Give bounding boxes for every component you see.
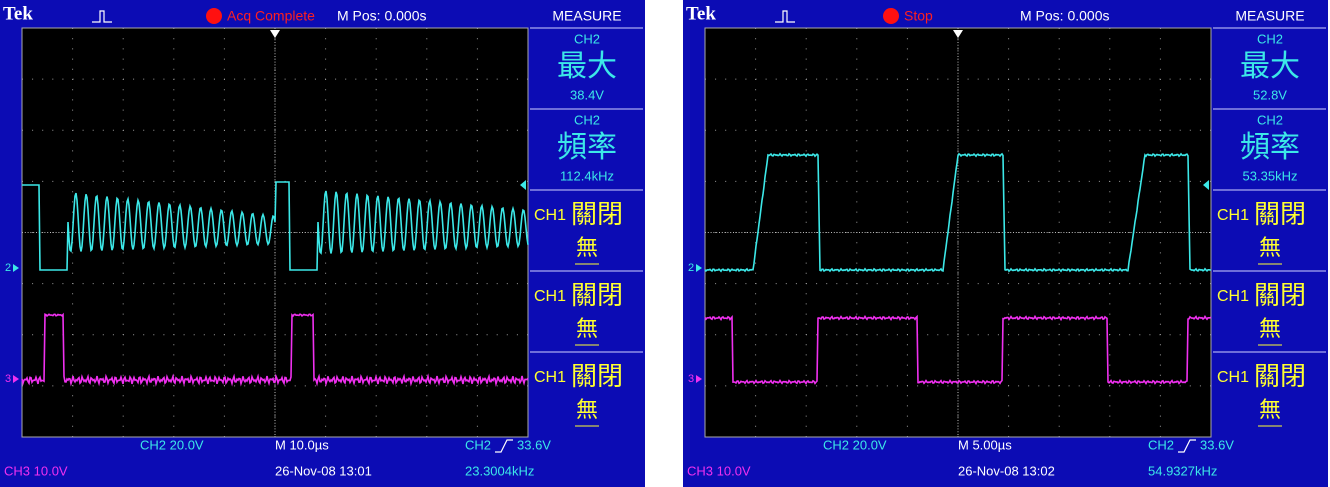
scope-screenshots: 2 3 Tek Acq Complete M Pos: 0.000s MEASURE CH2… [0, 0, 1330, 487]
trigger-source: CH2 [465, 437, 491, 452]
measure-value: 112.4kHz [560, 168, 614, 183]
scope-screen: 2 3 Tek Acq Complete M Pos: 0.000s MEASURE CH2… [0, 0, 645, 487]
brand-logo: Tek [3, 3, 33, 24]
trigger-level: 33.6V [517, 437, 551, 452]
horizontal-position: M Pos: 0.000s [337, 8, 427, 24]
menu-title: MEASURE [552, 8, 621, 24]
scope-screen: 2 3 Tek Stop M Pos: 0.000s MEASURE CH2 最大 52.8V C… [683, 0, 1328, 487]
horizontal-position: M Pos: 0.000s [1020, 8, 1110, 24]
measure-type: 關閉 [1254, 199, 1306, 229]
measure-value: 無 [576, 235, 598, 260]
ch2-scale: CH2 20.0V [823, 437, 887, 452]
measure-value: 無 [576, 316, 598, 341]
measure-channel: CH1 [1217, 288, 1249, 305]
measure-type: 關閉 [571, 199, 623, 229]
measure-value: 無 [1259, 316, 1281, 341]
measure-channel: CH1 [534, 369, 566, 386]
trigger-frequency: 54.9327kHz [1148, 463, 1217, 478]
measure-type: 關閉 [1254, 280, 1306, 310]
status-indicator [206, 8, 222, 24]
measure-value: 38.4V [570, 87, 604, 102]
measure-value: 無 [1259, 397, 1281, 422]
ch3-scale: CH3 10.0V [687, 463, 751, 478]
measure-channel: CH1 [534, 288, 566, 305]
measure-type: 關閉 [571, 361, 623, 391]
date-time: 26-Nov-08 13:02 [958, 463, 1055, 478]
timebase: M 5.00µs [958, 437, 1012, 452]
acquisition-status: Stop [904, 8, 933, 24]
ch3-marker: 3 [5, 373, 11, 385]
measure-channel: CH2 [1257, 112, 1283, 127]
measure-type: 最大 [1240, 50, 1300, 83]
measure-value: 無 [576, 397, 598, 422]
acquisition-status: Acq Complete [227, 8, 315, 24]
timebase: M 10.0µs [275, 437, 329, 452]
measure-type: 頻率 [1240, 131, 1300, 164]
ch2-marker: 2 [688, 262, 694, 274]
measure-channel: CH1 [1217, 369, 1249, 386]
date-time: 26-Nov-08 13:01 [275, 463, 372, 478]
ch3-scale: CH3 10.0V [4, 463, 68, 478]
measure-type: 關閉 [1254, 361, 1306, 391]
measure-value: 52.8V [1253, 87, 1287, 102]
ch3-marker: 3 [688, 373, 694, 385]
measure-type: 頻率 [557, 131, 617, 164]
measure-channel: CH2 [574, 112, 600, 127]
measure-channel: CH2 [1257, 31, 1283, 46]
trigger-source: CH2 [1148, 437, 1174, 452]
measure-value: 無 [1259, 235, 1281, 260]
measure-channel: CH1 [1217, 207, 1249, 224]
measure-type: 關閉 [571, 280, 623, 310]
ch2-scale: CH2 20.0V [140, 437, 204, 452]
measure-channel: CH2 [574, 31, 600, 46]
measure-channel: CH1 [534, 207, 566, 224]
measure-type: 最大 [557, 50, 617, 83]
menu-title: MEASURE [1235, 8, 1304, 24]
status-indicator [883, 8, 899, 24]
measure-value: 53.35kHz [1243, 168, 1298, 183]
trigger-level: 33.6V [1200, 437, 1234, 452]
brand-logo: Tek [686, 3, 716, 24]
ch2-marker: 2 [5, 262, 11, 274]
trigger-frequency: 23.3004kHz [465, 463, 534, 478]
